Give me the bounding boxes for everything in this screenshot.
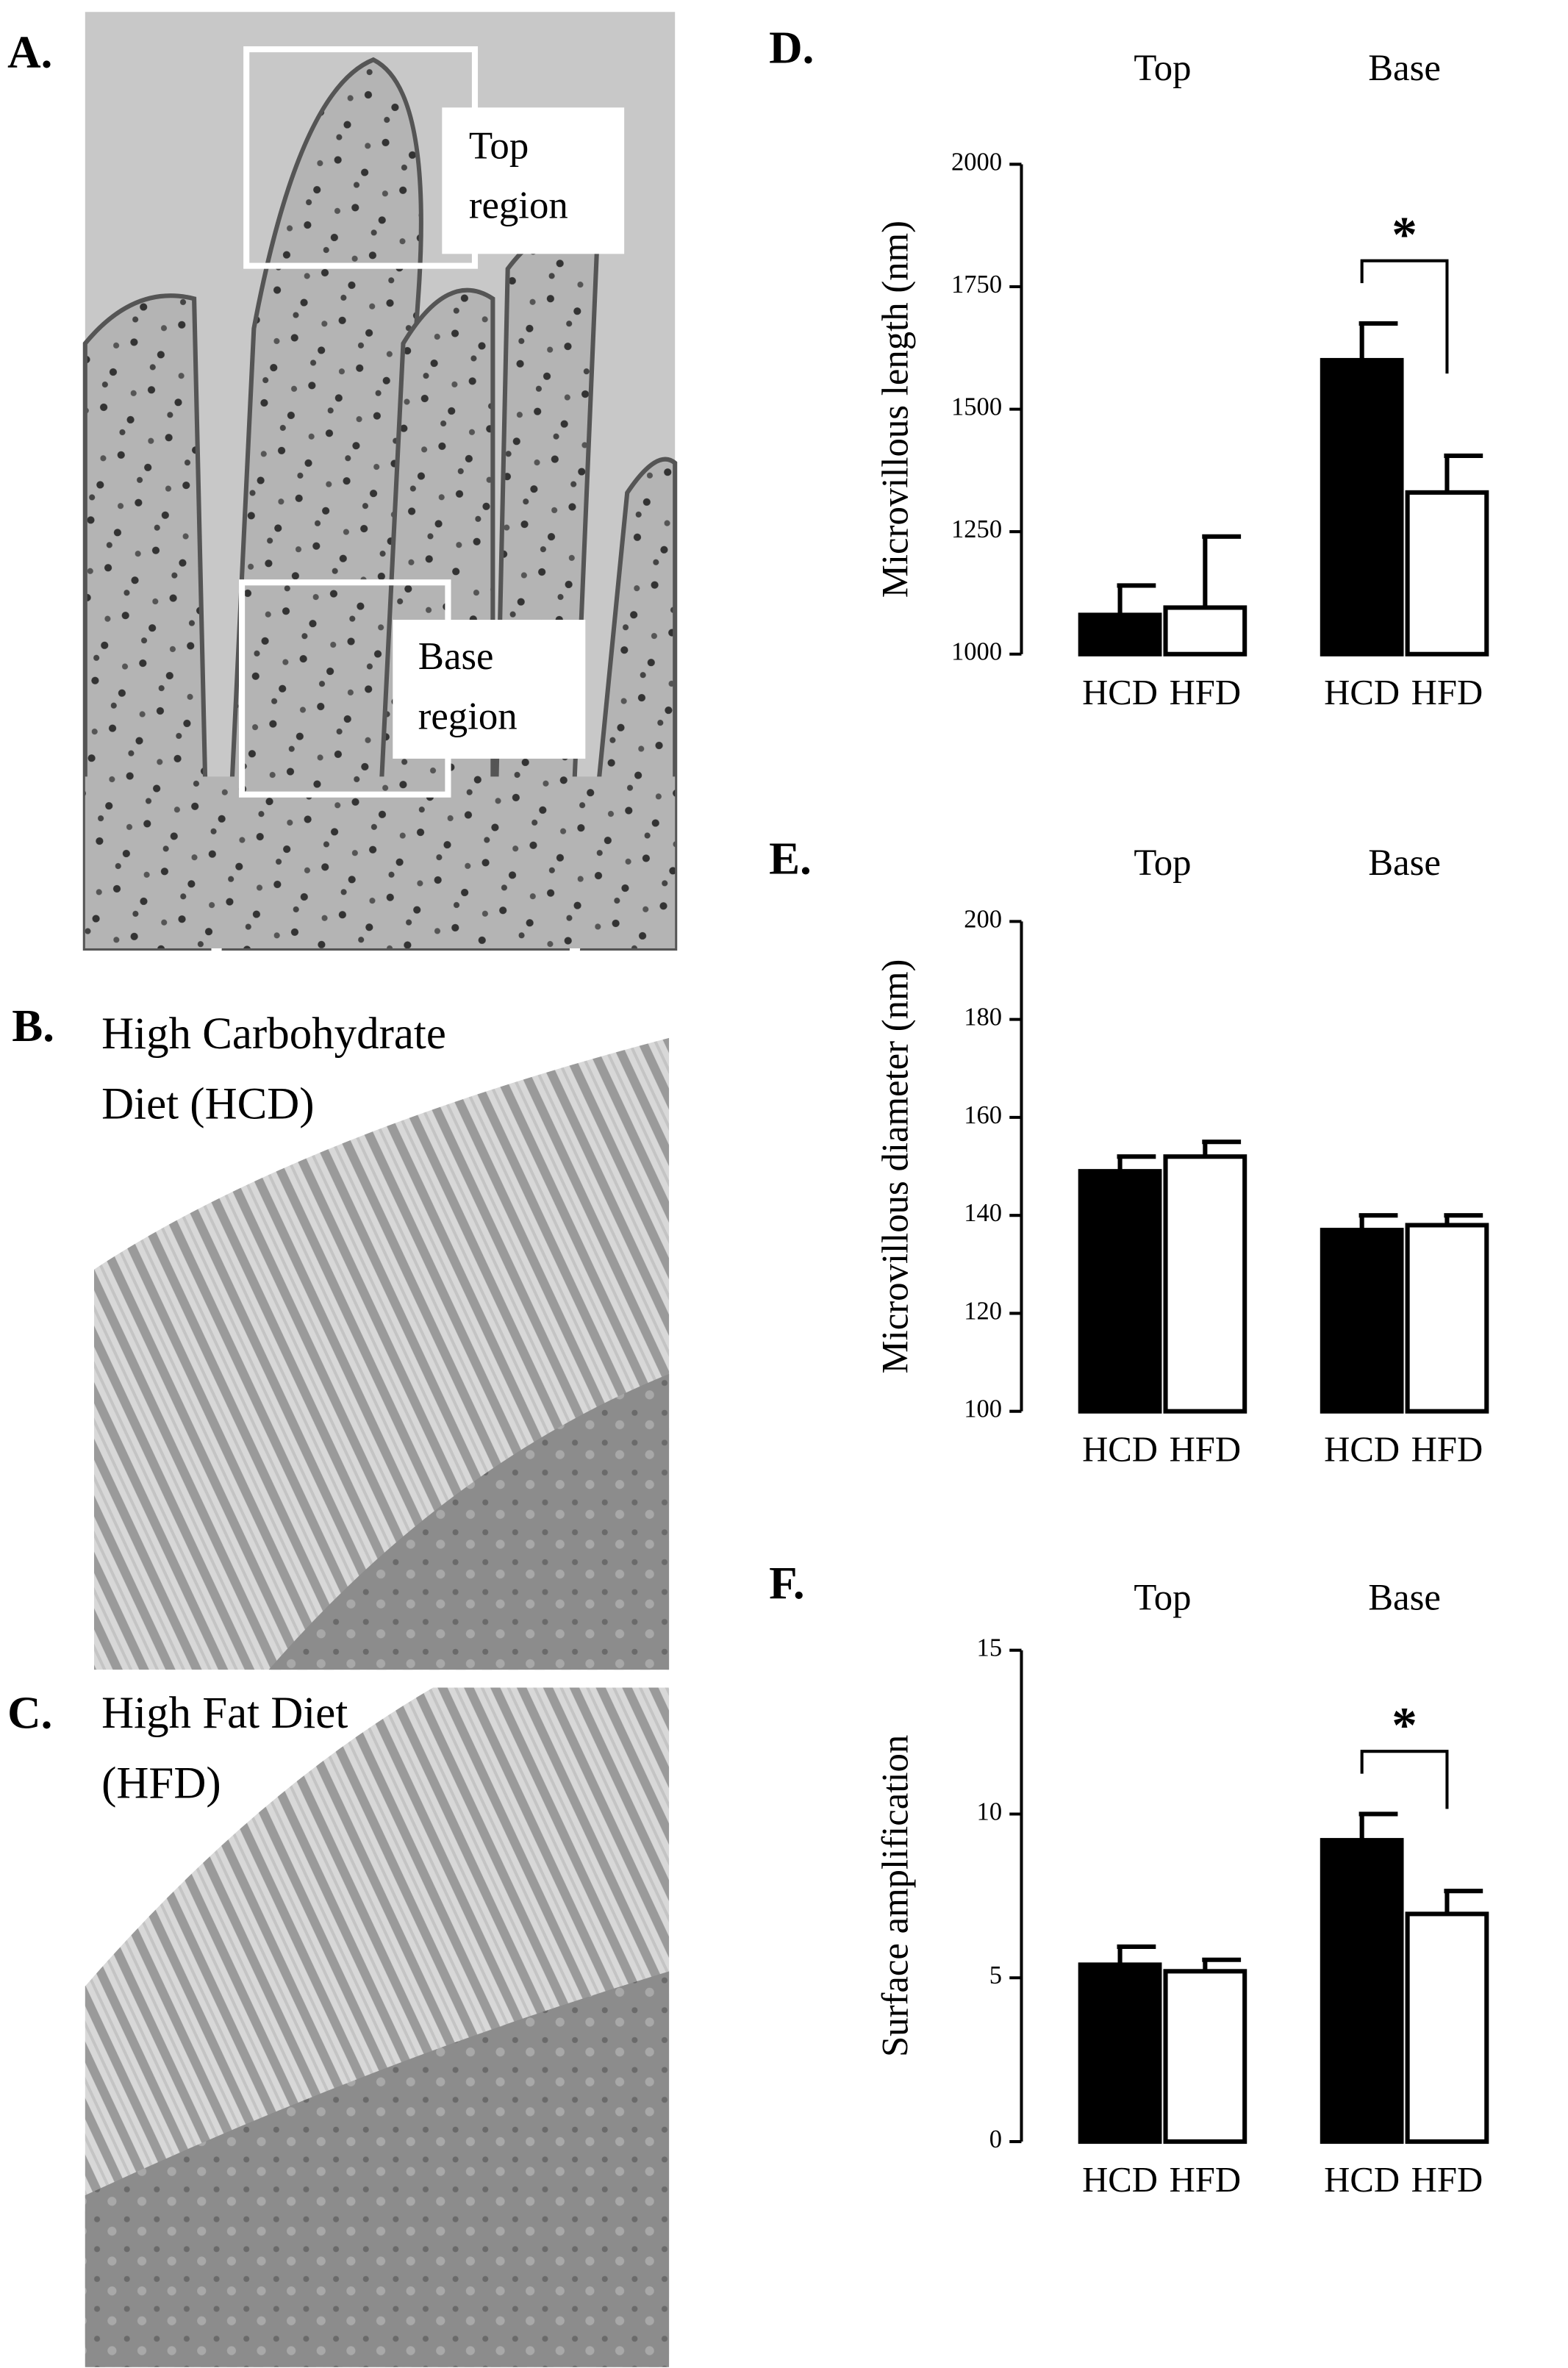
y-tick-label: 1000 xyxy=(951,638,1002,666)
significance-bracket xyxy=(1360,1750,1449,1809)
panel-label: D. xyxy=(769,22,814,74)
bar xyxy=(1078,612,1162,657)
micrograph-a xyxy=(82,12,678,951)
bar xyxy=(1320,1228,1404,1414)
bar xyxy=(1163,605,1247,657)
x-tick-label: HFD xyxy=(1411,2160,1483,2200)
panel-label: C. xyxy=(7,1687,52,1739)
region-label: Base xyxy=(418,635,494,678)
x-tick-label: HFD xyxy=(1170,1430,1242,1470)
y-tick-label: 200 xyxy=(964,905,1002,933)
bar xyxy=(1163,1154,1247,1414)
panel-label: B. xyxy=(12,1000,54,1051)
x-tick-label: HCD xyxy=(1324,1430,1400,1470)
y-tick-label: 100 xyxy=(964,1395,1002,1423)
y-tick-label: 1500 xyxy=(951,393,1002,421)
x-tick-label: HFD xyxy=(1170,2160,1242,2200)
group-label: Base xyxy=(1368,1576,1441,1617)
group-label: Top xyxy=(1134,842,1191,883)
panel-label: F. xyxy=(769,1557,804,1609)
y-tick-label: 1250 xyxy=(951,515,1002,543)
bar xyxy=(1405,490,1489,657)
panel-label: A. xyxy=(7,26,52,78)
y-tick-label: 1750 xyxy=(951,271,1002,298)
y-tick-label: 180 xyxy=(964,1004,1002,1031)
y-tick-label: 0 xyxy=(989,2125,1002,2153)
bar xyxy=(1163,1969,1247,2145)
x-tick-label: HCD xyxy=(1082,2160,1158,2200)
group-label: Base xyxy=(1368,47,1441,88)
y-axis-label: Microvillous diameter (nm) xyxy=(875,959,916,1374)
y-tick-label: 5 xyxy=(989,1961,1002,1989)
y-tick-label: 160 xyxy=(964,1101,1002,1129)
x-tick-label: HCD xyxy=(1082,1430,1158,1470)
x-tick-label: HCD xyxy=(1324,673,1400,712)
bar xyxy=(1320,357,1404,657)
region-label: region xyxy=(469,185,568,227)
bar xyxy=(1078,1169,1162,1414)
region-label: region xyxy=(418,695,518,737)
group-label: Top xyxy=(1134,1576,1191,1617)
y-tick-label: 140 xyxy=(964,1199,1002,1227)
y-tick-label: 2000 xyxy=(951,148,1002,176)
x-tick-label: HFD xyxy=(1411,1430,1483,1470)
y-axis-label: Microvillous length (nm) xyxy=(875,221,916,598)
group-label: Top xyxy=(1134,47,1191,88)
x-tick-label: HFD xyxy=(1170,673,1242,712)
caption: Diet (HCD) xyxy=(101,1079,314,1128)
y-tick-label: 15 xyxy=(977,1634,1003,1662)
caption: High Carbohydrate xyxy=(101,1009,446,1059)
caption: (HFD) xyxy=(101,1759,221,1809)
micrograph-c xyxy=(85,1687,670,2367)
y-tick-label: 10 xyxy=(977,1798,1003,1825)
group-label: Base xyxy=(1368,842,1441,883)
bar xyxy=(1078,1962,1162,2145)
x-tick-label: HCD xyxy=(1324,2160,1400,2200)
y-tick-label: 120 xyxy=(964,1297,1002,1325)
significance-label: * xyxy=(1392,1697,1417,1753)
bar xyxy=(1405,1911,1489,2145)
bar xyxy=(1320,1838,1404,2145)
bar xyxy=(1405,1223,1489,1414)
y-axis-label: Surface amplification xyxy=(875,1735,916,2057)
panel-label: E. xyxy=(769,833,812,884)
x-tick-label: HCD xyxy=(1082,673,1158,712)
significance-label: * xyxy=(1392,206,1417,262)
micrograph-b xyxy=(93,1037,670,1670)
x-tick-label: HFD xyxy=(1411,673,1483,712)
significance-bracket xyxy=(1360,259,1449,374)
caption: High Fat Diet xyxy=(101,1689,348,1738)
region-label: Top xyxy=(469,124,529,167)
